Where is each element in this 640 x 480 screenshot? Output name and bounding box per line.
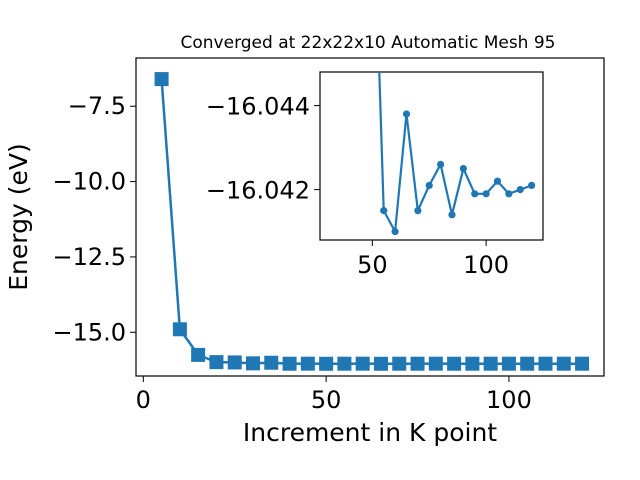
x-tick-label: 50 [311,386,342,414]
x-tick-label: 100 [486,386,532,414]
main-data-point [575,356,590,371]
main-data-point [300,356,315,371]
inset-data-point [459,165,467,173]
main-data-point [227,355,242,370]
main-data-point [465,356,480,371]
main-data-point [373,356,388,371]
main-data-point [447,356,462,371]
main-data-point [172,322,187,337]
inset-plot: 50 100 −16.044 −16.042 [206,71,544,279]
main-data-point [319,356,334,371]
inset-data-point [402,110,411,118]
y-tick-label: −15.0 [52,318,126,346]
chart-title: Converged at 22x22x10 Automatic Mesh 95 [181,33,556,53]
main-data-point [191,347,206,362]
inset-data-point [505,190,513,198]
main-data-point [520,356,535,371]
inset-data-point [414,207,422,215]
main-data-point [337,356,352,371]
x-tick-label: 0 [136,386,151,414]
y-tick-label: −7.5 [68,92,126,120]
inset-y-tick-label: −16.042 [206,177,310,205]
main-data-point [483,356,498,371]
inset-data-point [448,211,456,219]
inset-data-point [437,160,445,168]
main-data-point [556,356,571,371]
main-data-point [209,355,224,370]
main-data-point [538,356,553,371]
inset-data-point [380,207,388,215]
inset-data-point [391,228,399,236]
main-ticks: 0 50 100 −7.5 −10.0 −12.5 −15.0 [52,92,531,414]
main-plot: 0 50 100 −7.5 −10.0 −12.5 −15.0 [52,57,605,414]
inset-series [378,72,536,236]
main-data-point [282,356,297,371]
main-data-point [154,72,169,87]
inset-data-point [528,181,536,189]
inset-data-point [425,181,433,189]
main-data-point [410,356,425,371]
main-data-point [501,356,516,371]
inset-x-tick-label: 50 [357,251,388,279]
inset-data-point [471,190,479,198]
y-tick-label: −12.5 [52,243,126,271]
inset-data-point [516,186,524,194]
inset-y-tick-label: −16.044 [206,93,310,121]
main-series [154,72,590,371]
main-plot-frame [135,57,605,377]
main-data-point [355,356,370,371]
inset-data-point [493,177,502,185]
inset-x-tick-label: 100 [463,251,509,279]
inset-background [320,72,543,240]
inset-frame [319,71,544,241]
main-data-point [392,356,407,371]
inset-ticks: 50 100 −16.044 −16.042 [206,93,509,279]
main-data-point [428,356,443,371]
main-data-point [246,356,260,371]
x-axis-label: Increment in K point [243,418,497,447]
y-axis-label: Energy (eV) [4,143,33,290]
inset-data-point [482,190,490,198]
main-data-point [264,355,279,370]
y-tick-label: −10.0 [52,168,126,196]
